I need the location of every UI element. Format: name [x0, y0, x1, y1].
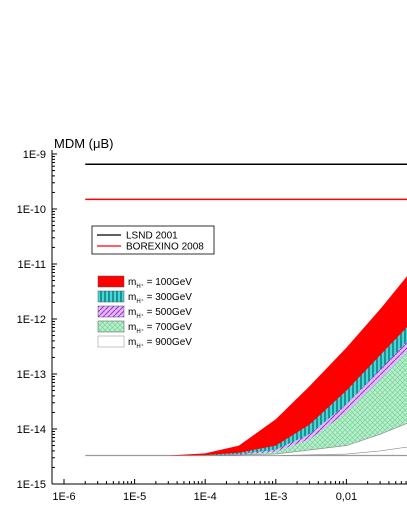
band-3 [205, 351, 407, 456]
y-tick-label: 1E-9 [23, 149, 46, 161]
x-tick-label: 1E-4 [194, 491, 217, 503]
legend-limit-label: LSND 2001 [126, 231, 178, 242]
legend-band-swatch [97, 335, 125, 348]
x-tick-label: 1E-3 [264, 491, 287, 503]
y-tick-label: 1E-11 [17, 259, 46, 271]
legend-limit-label: BOREXINO 2008 [126, 242, 204, 253]
legend-band-swatch [97, 275, 125, 288]
band-4 [205, 423, 407, 456]
y-tick-label: 1E-14 [17, 424, 46, 436]
legend-band-swatch [97, 305, 125, 318]
limits-legend-box [91, 225, 215, 255]
y-tick-label: 1E-10 [17, 204, 46, 216]
y-axis-title: MDM (μB) [54, 136, 113, 151]
y-tick-label: 1E-12 [17, 314, 46, 326]
x-tick-label: 1E-5 [123, 491, 146, 503]
x-tick-label: 1E-6 [52, 491, 75, 503]
legend-band-swatch [97, 290, 125, 303]
band-layer [85, 276, 407, 457]
legend-band-swatch [97, 320, 125, 333]
y-tick-label: 1E-13 [17, 369, 46, 381]
axes: 1E-9 1E-10 1E-11 1E-12 1E-13 1E-14 1E-15 1E-6 1E… [17, 149, 407, 503]
legend-band-label: mH⁺ = 700GeV [128, 322, 192, 335]
legend-band-label: mH⁺ = 100GeV [128, 277, 192, 290]
limit-lines-layer [85, 163, 407, 201]
legend-band-label: mH⁺ = 300GeV [128, 292, 192, 305]
x-tick-label: 0,01 [336, 491, 357, 503]
legend-band-label: mH⁺ = 900GeV [128, 337, 192, 350]
y-tick-label: 1E-15 [17, 479, 46, 491]
legend-band-label: mH⁺ = 500GeV [128, 307, 192, 320]
